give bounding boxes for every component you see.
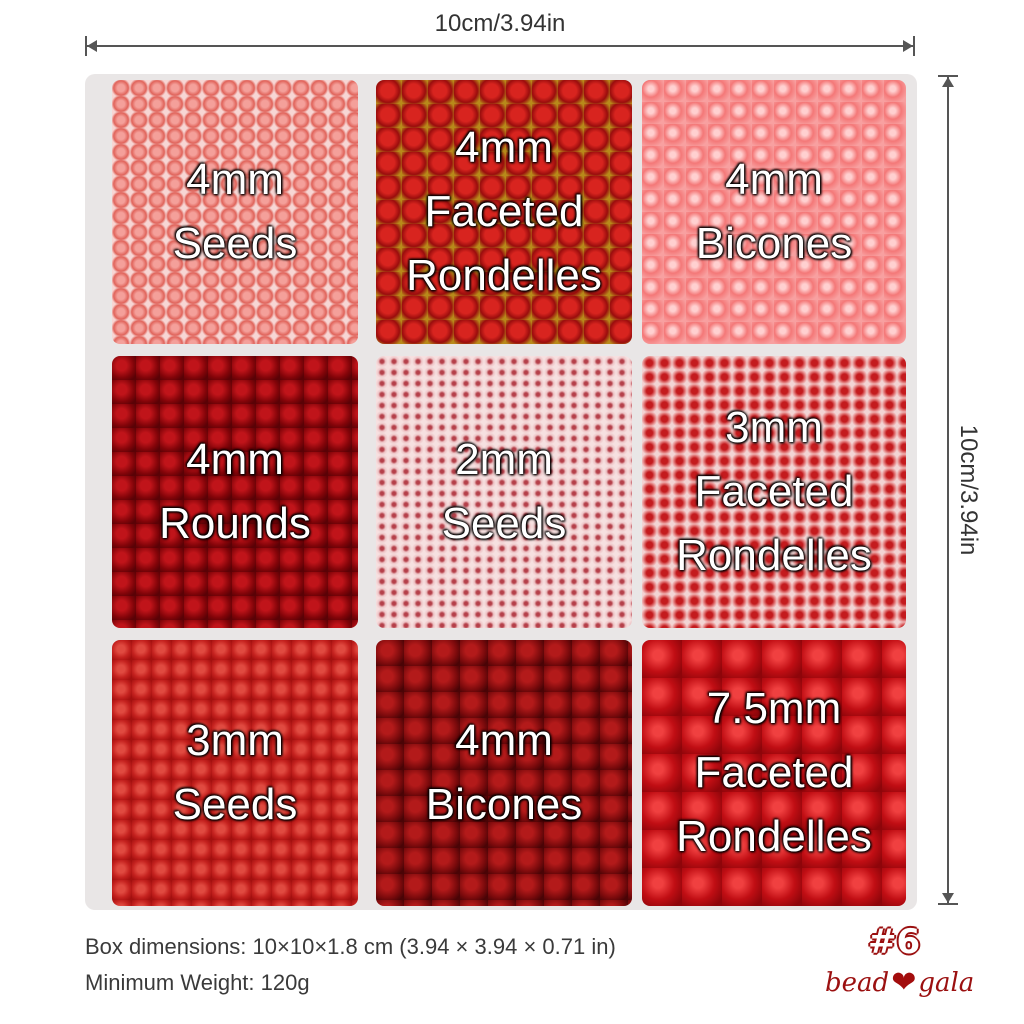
compartment-3mm-seeds: 3mm Seeds — [112, 640, 358, 906]
compartment-4mm-bicones: 4mm Bicones — [642, 80, 906, 344]
compartment-2mm-seeds: 2mm Seeds — [376, 356, 632, 628]
width-dimension-arrow — [85, 36, 915, 56]
height-dimension-arrow — [938, 75, 958, 905]
logo-text-right: gala — [918, 967, 975, 998]
compartment-7-5mm-faceted-rondelles: 7.5mm Faceted Rondelles — [642, 640, 906, 906]
minimum-weight-text: Minimum Weight: 120g — [85, 970, 310, 995]
compartment-4mm-bicones-dark: 4mm Bicones — [376, 640, 632, 906]
width-label-text: 10cm/3.94in — [426, 10, 574, 37]
logo-text-left: bead — [825, 967, 890, 998]
brand-logo: bead ❤ gala — [825, 965, 974, 1000]
heart-apple-icon: ❤ — [891, 965, 917, 1000]
compartment-label: 7.5mm Faceted Rondelles — [676, 684, 872, 861]
box-dimensions-text: Box dimensions: 10×10×1.8 cm (3.94 × 3.9… — [85, 934, 616, 959]
compartment-4mm-faceted-rondelles: 4mm Faceted Rondelles — [376, 80, 632, 344]
compartment-label: 4mm Faceted Rondelles — [406, 123, 602, 300]
variant-badge: #6 — [868, 922, 921, 962]
compartment-label: 2mm Seeds — [441, 435, 567, 548]
compartment-label: 3mm Seeds — [172, 716, 298, 829]
compartment-4mm-rounds: 4mm Rounds — [112, 356, 358, 628]
width-dimension-label: 10cm/3.94in — [0, 10, 1000, 38]
compartment-3mm-faceted-rondelles: 3mm Faceted Rondelles — [642, 356, 906, 628]
compartment-label: 4mm Bicones — [425, 716, 583, 829]
compartment-label: 4mm Rounds — [159, 435, 311, 548]
height-dimension-label: 10cm/3.94in — [954, 416, 982, 564]
compartment-label: 3mm Faceted Rondelles — [676, 403, 872, 580]
compartment-4mm-seeds: 4mm Seeds — [112, 80, 358, 344]
compartment-label: 4mm Seeds — [172, 155, 298, 268]
compartment-label: 4mm Bicones — [695, 155, 853, 268]
